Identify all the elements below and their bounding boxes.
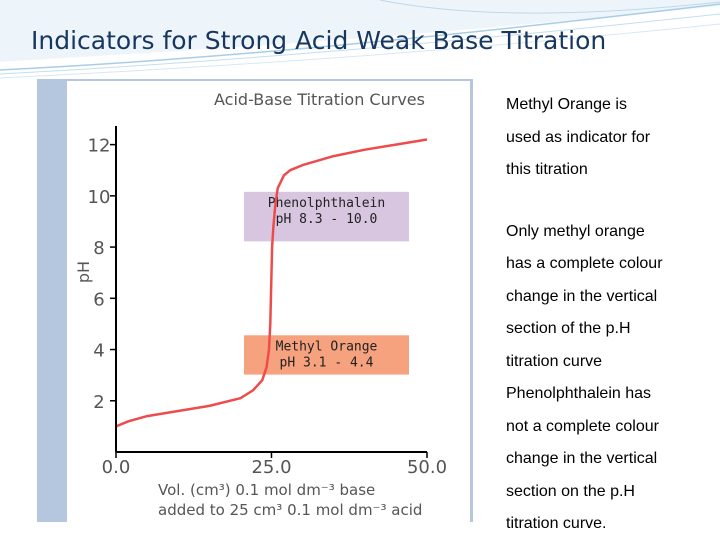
- explanation-paragraph-2: Only methyl orange has a complete colour c…: [506, 216, 716, 541]
- y-tick-label: 4: [93, 341, 104, 362]
- titration-curve-line: [115, 138, 428, 428]
- x-axis-label-line2: added to 25 cm³ 0.1 mol dm⁻³ acid: [158, 501, 422, 519]
- x-tick-label: 0.0: [102, 457, 131, 478]
- slide-title: Indicators for Strong Acid Weak Base Tit…: [31, 26, 607, 55]
- indicator-range-box: [244, 191, 409, 242]
- y-axis-label: pH: [74, 261, 93, 283]
- titration-chart: Acid-Base Titration Curves Phenolphthale…: [67, 81, 470, 522]
- explanation-line: this titration: [506, 161, 588, 178]
- chart-title: Acid-Base Titration Curves: [214, 90, 425, 109]
- explanation-line: section of the p.H: [506, 320, 631, 337]
- explanation-line: Methyl Orange is: [506, 96, 627, 113]
- indicator-range-label: pH 8.3 - 10.0: [276, 212, 378, 227]
- x-axis-label-line1: Vol. (cm³) 0.1 mol dm⁻³ base: [158, 481, 375, 499]
- y-tick-label: 10: [88, 187, 111, 208]
- explanation-line: titration curve: [506, 352, 603, 370]
- explanation-line: change in the vertical: [506, 450, 658, 467]
- indicator-range-box: [244, 335, 409, 375]
- explanation-text: Methyl Orange is used as indicator for thi…: [506, 89, 716, 541]
- indicator-name-label: Methyl Orange: [276, 339, 378, 354]
- explanation-line: titration curve.: [506, 515, 607, 532]
- explanation-line: change in the vertical: [506, 287, 658, 305]
- explanation-paragraph-1: Methyl Orange is used as indicator for thi…: [506, 89, 716, 187]
- explanation-line: has a complete colour: [506, 255, 663, 272]
- explanation-line: Only methyl orange: [506, 222, 645, 240]
- header-swoosh-decoration: [0, 0, 720, 79]
- chart-frame: Acid-Base Titration Curves Phenolphthale…: [37, 79, 473, 522]
- y-tick-label: 8: [93, 238, 104, 259]
- x-tick-label: 25.0: [251, 457, 291, 478]
- explanation-line: section on the p.H: [506, 482, 635, 500]
- y-tick-label: 2: [93, 392, 104, 413]
- explanation-line: not a complete colour: [506, 417, 659, 435]
- explanation-line: Phenolphthalein has: [506, 385, 652, 402]
- x-tick-label: 50.0: [407, 457, 447, 478]
- indicator-name-label: Phenolphthalein: [268, 196, 385, 211]
- chart-background: [67, 81, 470, 522]
- y-tick-label: 6: [93, 289, 104, 310]
- indicator-range-label: pH 3.1 - 4.4: [280, 355, 374, 370]
- explanation-line: used as indicator for: [506, 128, 651, 146]
- y-tick-label: 12: [88, 136, 111, 157]
